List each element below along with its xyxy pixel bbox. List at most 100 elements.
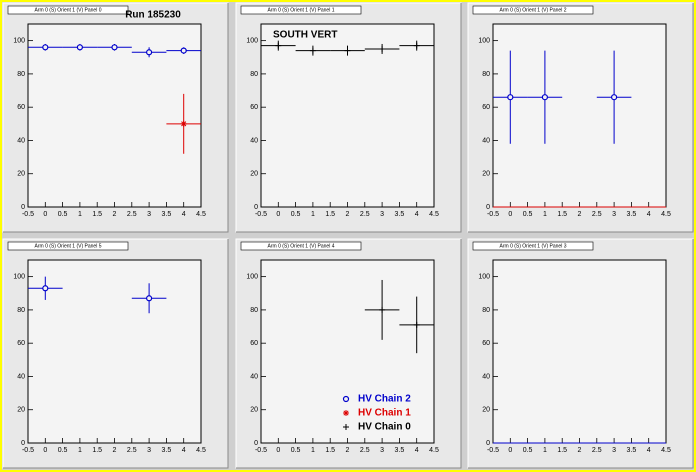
x-tick-label: 3.5 (162, 211, 172, 218)
annotation: SOUTH VERT (273, 30, 337, 41)
marker (180, 120, 187, 127)
y-tick-label: 20 (17, 171, 25, 178)
y-tick-label: 20 (17, 407, 25, 414)
x-tick-label: 1 (543, 211, 547, 218)
marker (413, 42, 420, 49)
x-tick-label: -0.5 (487, 211, 499, 218)
y-tick-label: 40 (250, 137, 258, 144)
y-tick-label: 20 (482, 407, 490, 414)
title-box (472, 5, 594, 15)
x-tick-label: 2 (113, 447, 117, 454)
y-tick-label: 100 (13, 273, 25, 280)
x-tick-label: 1 (311, 211, 315, 218)
x-tick-label: 3.5 (627, 447, 637, 454)
x-tick-label: 3 (612, 211, 616, 218)
x-tick-label: 1.5 (557, 447, 567, 454)
marker (610, 94, 618, 101)
x-tick-label: 3 (147, 447, 151, 454)
x-tick-label: 0.5 (523, 447, 533, 454)
y-tick-label: 0 (254, 440, 258, 447)
y-tick-label: 80 (17, 71, 25, 78)
pad-title: Arm 0 (S) Orient 1 (V) Panel 3 (500, 244, 567, 250)
x-tick-label: 4.5 (429, 447, 439, 454)
legend-marker (343, 410, 349, 416)
title-box (472, 241, 594, 251)
x-tick-label: 4 (415, 447, 419, 454)
pad-shadow (468, 3, 694, 233)
y-tick-label: 0 (254, 204, 258, 211)
y-tick-label: 100 (246, 37, 258, 44)
x-tick-label: 3 (147, 211, 151, 218)
marker (42, 285, 49, 292)
x-tick-label: 3.5 (395, 447, 405, 454)
x-tick-label: 3 (380, 447, 384, 454)
x-tick-label: -0.5 (487, 447, 499, 454)
x-tick-label: 1.5 (325, 447, 335, 454)
y-tick-label: 0 (486, 440, 490, 447)
y-tick-label: 20 (482, 171, 490, 178)
x-tick-label: 4.5 (661, 211, 671, 218)
y-tick-label: 0 (21, 204, 25, 211)
pad-title: Arm 0 (S) Orient 1 (V) Panel 1 (268, 8, 335, 14)
marker (541, 94, 549, 101)
marker (507, 94, 514, 101)
pad-shadow (236, 239, 462, 469)
marker (379, 45, 386, 52)
pad-title: Arm 0 (S) Orient 1 (V) Panel 0 (35, 8, 102, 14)
legend-label: HV Chain 0 (358, 422, 411, 433)
x-tick-label: 4 (182, 447, 186, 454)
x-tick-label: 1 (543, 447, 547, 454)
x-tick-label: 4 (647, 447, 651, 454)
pad-shadow (236, 3, 462, 233)
x-tick-label: 2 (346, 447, 350, 454)
pad-shadow (3, 239, 229, 469)
marker (146, 49, 153, 56)
x-tick-label: 4 (647, 211, 651, 218)
y-tick-label: 80 (250, 307, 258, 314)
y-tick-label: 20 (250, 171, 258, 178)
y-tick-label: 80 (250, 71, 258, 78)
marker (344, 47, 351, 54)
pad-title: Arm 0 (S) Orient 1 (V) Panel 2 (500, 8, 567, 14)
y-tick-label: 60 (250, 340, 258, 347)
y-tick-label: 60 (17, 104, 25, 111)
x-tick-label: 4.5 (196, 447, 206, 454)
x-tick-label: 3.5 (627, 211, 637, 218)
x-tick-label: 1.5 (557, 211, 567, 218)
y-tick-label: 100 (478, 37, 490, 44)
legend-marker (343, 424, 349, 430)
y-tick-label: 40 (17, 373, 25, 380)
x-tick-label: 0.5 (523, 211, 533, 218)
y-tick-label: 60 (482, 340, 490, 347)
x-tick-label: 2.5 (592, 447, 602, 454)
title-box (240, 241, 362, 251)
marker (146, 295, 153, 302)
x-tick-label: 4.5 (661, 447, 671, 454)
frame (27, 23, 202, 208)
y-tick-label: 0 (21, 440, 25, 447)
y-tick-label: 40 (250, 373, 258, 380)
frame (492, 23, 667, 208)
legend-label: HV Chain 2 (358, 394, 411, 405)
x-tick-label: 2.5 (360, 211, 370, 218)
x-tick-label: 0 (43, 211, 47, 218)
y-tick-label: 80 (17, 307, 25, 314)
y-tick-label: 100 (478, 273, 490, 280)
x-tick-label: 0 (508, 211, 512, 218)
frame (27, 259, 202, 444)
y-tick-label: 60 (17, 340, 25, 347)
x-tick-label: 1.5 (92, 447, 102, 454)
x-tick-label: 3 (380, 211, 384, 218)
marker (413, 321, 420, 328)
marker (111, 44, 118, 51)
y-tick-label: 60 (482, 104, 490, 111)
x-tick-label: 0.5 (291, 447, 301, 454)
x-tick-label: 1 (311, 447, 315, 454)
x-tick-label: 2 (113, 211, 117, 218)
x-tick-label: 4 (182, 211, 186, 218)
y-tick-label: 100 (13, 37, 25, 44)
marker (180, 47, 187, 54)
y-tick-label: 40 (17, 137, 25, 144)
title-box (7, 241, 129, 251)
